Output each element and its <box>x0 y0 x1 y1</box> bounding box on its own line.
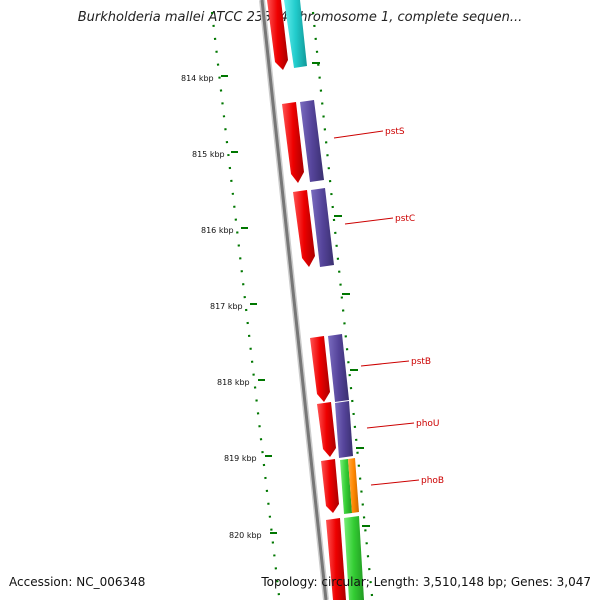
gene-arrow <box>326 518 346 600</box>
gene-arrow-purple <box>300 100 324 182</box>
gene-arrow <box>310 336 330 402</box>
gene-label-lines <box>333 130 420 486</box>
gene-labels: pstS pstC pstB phoU phoB <box>385 127 444 486</box>
kbp-label: 820 kbp <box>229 531 262 540</box>
gene-arrow-purple <box>311 188 334 267</box>
gene-label-pstb[interactable]: pstB <box>411 357 431 367</box>
gene-label-phou[interactable]: phoU <box>416 419 440 429</box>
gene-arrow-cyan <box>284 0 307 68</box>
kbp-label: 819 kbp <box>224 454 257 463</box>
kbp-scale: 814 kbp 815 kbp 816 kbp 817 kbp 818 kbp … <box>181 74 277 540</box>
genome-backbone <box>259 0 329 600</box>
gene-arrow <box>293 190 315 267</box>
gene-label-psts[interactable]: pstS <box>385 127 405 137</box>
kbp-label: 815 kbp <box>192 150 225 159</box>
gene-arrow <box>267 0 288 70</box>
gene-arrow <box>317 402 336 457</box>
gene-label-phob[interactable]: phoB <box>421 476 444 486</box>
gene-arrow-orange <box>348 458 359 513</box>
kbp-label: 817 kbp <box>210 302 243 311</box>
accession-text: Accession: NC_006348 <box>9 575 146 589</box>
gene-track-colored <box>284 0 364 600</box>
gene-arrow-green <box>344 516 364 600</box>
kbp-label: 818 kbp <box>217 378 250 387</box>
genome-summary: Topology: circular; Length: 3,510,148 bp… <box>261 575 591 589</box>
gene-arrow <box>282 102 304 183</box>
gene-track-red <box>267 0 346 600</box>
outer-tick-ring <box>311 11 374 597</box>
gene-arrow-purple <box>328 334 349 402</box>
gene-label-pstc[interactable]: pstC <box>395 214 415 224</box>
kbp-label: 814 kbp <box>181 74 214 83</box>
gene-arrow-green <box>340 459 352 514</box>
kbp-label: 816 kbp <box>201 226 234 235</box>
gene-arrow-purple <box>335 401 353 458</box>
gene-arrow <box>321 459 339 513</box>
